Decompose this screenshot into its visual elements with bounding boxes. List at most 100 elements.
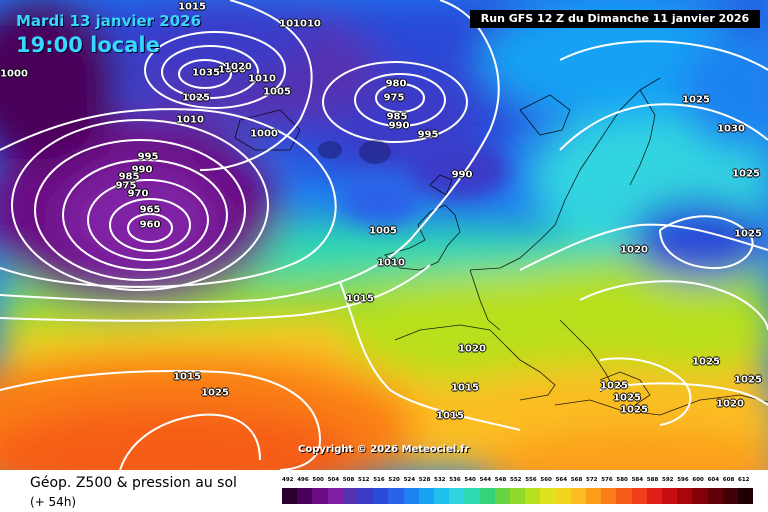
scale-color-swatch <box>586 488 602 504</box>
scale-value: 504 <box>327 477 340 483</box>
scale-value: 548 <box>494 477 507 483</box>
scale-color-swatch <box>722 488 738 504</box>
copyright-notice: Copyright © 2026 Meteociel.fr <box>298 444 470 455</box>
scale-color-swatch <box>692 488 708 504</box>
isobar-label: 990 <box>451 169 473 181</box>
isobar-label: 1025 <box>732 168 760 180</box>
scale-color-swatch <box>479 488 495 504</box>
isobar-label: 965 <box>139 204 161 216</box>
scale-value: 512 <box>358 477 370 483</box>
isobar-label: 1025 <box>600 380 628 392</box>
scale-value: 560 <box>540 477 552 483</box>
isobar-label: 1035 <box>192 67 220 79</box>
forecast-lead-time: (+ 54h) <box>30 495 77 509</box>
isobar-label: 960 <box>139 219 161 231</box>
scale-value: 520 <box>388 477 400 483</box>
isobar-label: 1015 <box>173 371 201 383</box>
scale-value: 596 <box>677 477 689 483</box>
scale-value: 584 <box>631 477 644 483</box>
scale-color-swatch <box>616 488 632 504</box>
isobar-label: 1025 <box>201 387 229 399</box>
legend-footer: Géop. Z500 & pression au sol (+ 54h) 492… <box>0 470 768 512</box>
scale-color-swatch <box>631 488 647 504</box>
scale-color-swatch <box>646 488 662 504</box>
scale-color-swatch <box>570 488 586 504</box>
scale-color-swatch <box>312 488 328 504</box>
scale-color-swatch <box>297 488 313 504</box>
run-info: Run GFS 12 Z du Dimanche 11 janvier 2026 <box>470 10 760 28</box>
scale-color-swatch <box>707 488 723 504</box>
scale-color-swatch <box>601 488 617 504</box>
isobar-label: 1020 <box>716 398 744 410</box>
scale-value: 592 <box>662 477 674 483</box>
forecast-time: 19:00 locale <box>16 33 160 57</box>
isobar-label: 1025 <box>734 228 762 240</box>
scale-color-swatch <box>738 488 754 504</box>
isobar-label: 980 <box>385 78 407 90</box>
scale-color-swatch <box>388 488 404 504</box>
isobar-label: 990 <box>388 120 410 132</box>
scale-value: 492 <box>282 477 294 483</box>
scale-value: 536 <box>449 477 461 483</box>
coastlines <box>234 77 768 416</box>
scale-value: 516 <box>373 477 385 483</box>
isobar-label: 995 <box>137 151 159 163</box>
scale-value: 552 <box>510 477 522 483</box>
scale-value: 532 <box>434 477 446 483</box>
isobar-label: 1005 <box>369 225 397 237</box>
scale-value: 524 <box>403 477 416 483</box>
scale-color-swatch <box>449 488 465 504</box>
scale-value: 544 <box>479 477 492 483</box>
scale-value: 604 <box>707 477 720 483</box>
scale-color-swatch <box>677 488 693 504</box>
scale-color-swatch <box>555 488 571 504</box>
isobar-label: 1000 <box>0 68 28 80</box>
scale-value: 612 <box>738 477 750 483</box>
scale-value: 576 <box>601 477 613 483</box>
scale-color-swatch <box>282 488 298 504</box>
scale-color-swatch <box>494 488 510 504</box>
isobar-label: 1030 <box>218 64 246 76</box>
forecast-date: Mardi 13 janvier 2026 <box>16 12 202 30</box>
isobar-label: 1025 <box>620 404 648 416</box>
isobar-label: 1025 <box>692 356 720 368</box>
scale-color-swatch <box>403 488 419 504</box>
isobar-label: 1000 <box>250 128 278 140</box>
isobar-label: 975 <box>115 180 137 192</box>
isobar-label: 1025 <box>734 374 762 386</box>
scale-color-swatch <box>358 488 374 504</box>
scale-color-swatch <box>373 488 389 504</box>
color-scale: 492 496 500 504 508 512 516 520 524 528 532 536 540 5… <box>282 477 754 505</box>
isobar-label: 1015 <box>436 410 464 422</box>
isobar-label: 990 <box>131 164 153 176</box>
isobar-label: 1015 <box>178 1 206 13</box>
scale-color-swatch <box>510 488 526 504</box>
pressure-centers <box>318 140 391 164</box>
isobar-label: 1020 <box>224 61 252 73</box>
scale-value: 608 <box>722 477 735 483</box>
scale-value: 556 <box>525 477 537 483</box>
scale-value: 580 <box>616 477 628 483</box>
isobar-label: 975 <box>383 92 405 104</box>
scale-color-swatch <box>327 488 343 504</box>
legend-title: Géop. Z500 & pression au sol <box>30 475 237 491</box>
isobar-label: 101010 <box>279 18 321 30</box>
scale-color-swatch <box>434 488 450 504</box>
scale-color-swatch <box>525 488 541 504</box>
isobar-label: 1030 <box>717 123 745 135</box>
scale-value: 588 <box>646 477 659 483</box>
scale-color-swatch <box>342 488 358 504</box>
scale-value: 496 <box>297 477 309 483</box>
scale-value: 600 <box>692 477 704 483</box>
isobar-label: 1010 <box>248 73 276 85</box>
isobar-label: 1005 <box>263 86 291 98</box>
scale-color-swatch <box>540 488 556 504</box>
isobar-label: 995 <box>417 129 439 141</box>
isobar-label: 985 <box>118 171 140 183</box>
scale-value: 540 <box>464 477 476 483</box>
isobar-label: 985 <box>386 111 408 123</box>
isobar-label: 1010 <box>377 257 405 269</box>
isobar-label: 1020 <box>458 343 486 355</box>
isobar-label: 1015 <box>346 293 374 305</box>
